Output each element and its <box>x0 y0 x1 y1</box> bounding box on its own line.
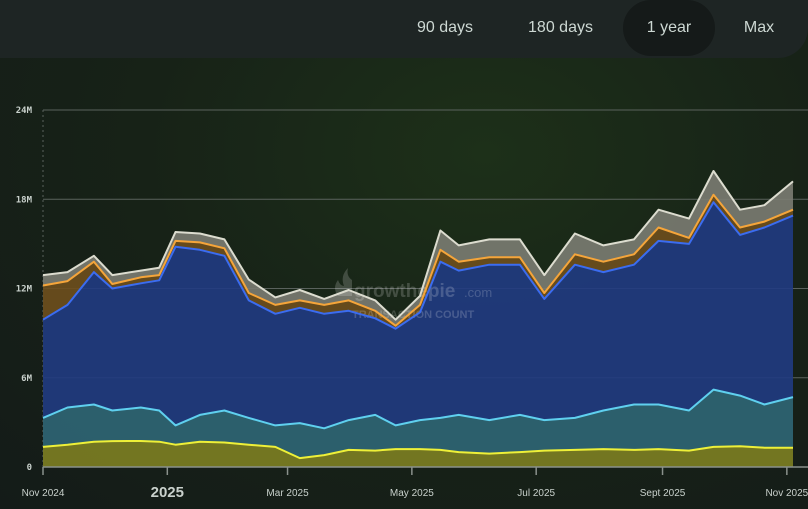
tab-90-days[interactable]: 90 days <box>416 19 474 36</box>
series-2-line <box>42 201 794 330</box>
watermark-logo-icon <box>335 268 352 296</box>
series-0-line <box>42 440 793 460</box>
series-1-area <box>43 389 793 459</box>
y-tick-label: 24M <box>16 106 33 116</box>
x-tick-label: 2025 <box>151 484 184 501</box>
series-4-line <box>42 170 794 321</box>
watermark-metric: TRANSACTION COUNT <box>352 309 474 321</box>
series-3-line <box>42 193 794 327</box>
tab-180-days[interactable]: 180 days <box>528 19 593 36</box>
series-4-area <box>43 171 793 326</box>
watermark: growthepie .com TRANSACTION COUNT <box>335 268 492 321</box>
series-0-area <box>43 441 793 467</box>
y-tick-label: 12M <box>16 285 33 295</box>
series-1-line <box>42 388 794 430</box>
x-tick-label: Mar 2025 <box>266 488 309 499</box>
watermark-domain: .com <box>464 285 492 300</box>
tab-1-year[interactable]: 1 year <box>623 0 715 56</box>
series-2-area <box>43 202 793 429</box>
x-tick-label: Sept 2025 <box>640 488 686 499</box>
timeframe-bar: 90 days 180 days 1 year Max <box>0 0 808 58</box>
x-tick-label: Nov 2024 <box>22 488 65 499</box>
x-tick-label: May 2025 <box>390 488 434 499</box>
x-tick-label: Nov 2025 <box>765 488 808 499</box>
tab-max[interactable]: Max <box>743 19 775 36</box>
y-tick-label: 6M <box>21 374 32 384</box>
y-tick-label: 18M <box>16 195 33 205</box>
y-tick-label: 0 <box>27 463 32 473</box>
x-tick-label: Jul 2025 <box>517 488 555 499</box>
